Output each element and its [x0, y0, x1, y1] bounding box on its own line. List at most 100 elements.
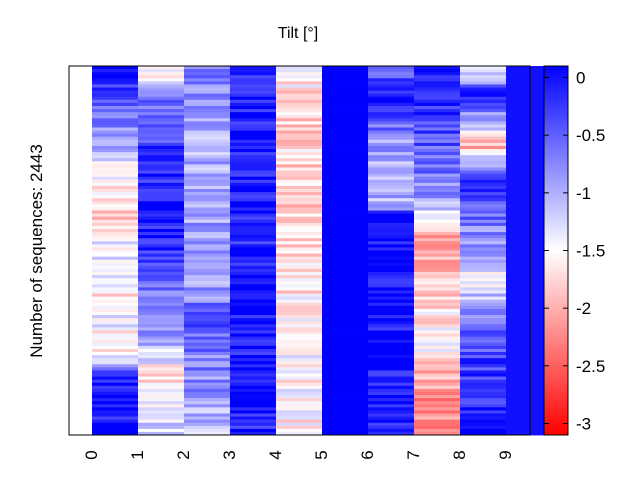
- heatmap-cell: [92, 416, 138, 421]
- heatmap-cell: [230, 358, 276, 362]
- heatmap-cell: [460, 407, 506, 411]
- heatmap-cell: [138, 228, 184, 233]
- heatmap-cell: [276, 244, 322, 248]
- heatmap-cell: [322, 219, 368, 224]
- heatmap-cell: [92, 210, 138, 215]
- heatmap-cell: [276, 391, 322, 396]
- heatmap-cell: [138, 210, 184, 215]
- heatmap-cell: [184, 379, 230, 384]
- heatmap-cell: [322, 247, 368, 251]
- heatmap-cell: [184, 312, 230, 316]
- heatmap-cell: [230, 351, 276, 356]
- heatmap-cell: [138, 69, 184, 73]
- heatmap-cell: [138, 373, 184, 377]
- heatmap-cell: [368, 216, 414, 221]
- heatmap-cell: [138, 115, 184, 119]
- heatmap-cell: [230, 109, 276, 113]
- heatmap-cell: [230, 247, 276, 251]
- heatmap-cell: [92, 275, 138, 279]
- heatmap-cell: [230, 345, 276, 350]
- heatmap-cell: [92, 348, 138, 353]
- heatmap-cell: [92, 391, 138, 396]
- heatmap-cell: [92, 87, 138, 92]
- heatmap-cell: [276, 327, 322, 331]
- heatmap-cell: [368, 192, 414, 196]
- heatmap-cell: [184, 213, 230, 218]
- heatmap-cell: [506, 232, 552, 236]
- heatmap-cell: [276, 259, 322, 264]
- heatmap-cell: [368, 265, 414, 270]
- heatmap-cell: [230, 379, 276, 384]
- heatmap-cell: [322, 425, 368, 430]
- heatmap-cell: [138, 281, 184, 285]
- heatmap-cell: [276, 84, 322, 88]
- heatmap-cell: [230, 130, 276, 135]
- heatmap-cell: [506, 305, 552, 310]
- heatmap-cell: [92, 388, 138, 393]
- heatmap-cell: [92, 253, 138, 258]
- heatmap-cell: [368, 93, 414, 98]
- heatmap-cell: [368, 176, 414, 181]
- heatmap-cell: [92, 385, 138, 390]
- heatmap-cell: [230, 419, 276, 424]
- heatmap-cell: [368, 425, 414, 430]
- heatmap-cell: [414, 161, 460, 165]
- heatmap-cell: [230, 376, 276, 381]
- heatmap-cell: [322, 139, 368, 144]
- heatmap-cell: [138, 287, 184, 291]
- heatmap-cell: [92, 250, 138, 254]
- heatmap-cell: [230, 105, 276, 110]
- heatmap-cell: [414, 216, 460, 221]
- heatmap-cell: [322, 84, 368, 88]
- heatmap-cell: [138, 216, 184, 221]
- heatmap-cell: [138, 179, 184, 184]
- heatmap-cell: [368, 213, 414, 218]
- heatmap-cell: [230, 272, 276, 276]
- y-axis-label: Number of sequences: 2443: [27, 144, 46, 358]
- heatmap-cell: [414, 99, 460, 104]
- colorbar-tick-label: -0.5: [576, 126, 605, 145]
- heatmap-cell: [506, 388, 552, 393]
- heatmap-cell: [506, 413, 552, 417]
- heatmap-cell: [276, 161, 322, 165]
- heatmap-cell: [276, 268, 322, 273]
- heatmap-cell: [230, 348, 276, 353]
- heatmap-cell: [230, 84, 276, 88]
- heatmap-cell: [230, 164, 276, 168]
- colorbar-tick-label: -1.5: [576, 242, 605, 261]
- heatmap-cell: [460, 145, 506, 150]
- heatmap-cell: [138, 96, 184, 101]
- heatmap-cell: [506, 398, 552, 402]
- heatmap-cell: [414, 232, 460, 236]
- heatmap-cell: [138, 321, 184, 325]
- heatmap-cell: [368, 275, 414, 279]
- heatmap-cell: [322, 336, 368, 341]
- heatmap-cell: [322, 232, 368, 236]
- heatmap-cell: [138, 225, 184, 230]
- heatmap-cell: [184, 127, 230, 131]
- heatmap-cell: [92, 232, 138, 236]
- heatmap-cell: [184, 293, 230, 298]
- heatmap-cell: [184, 419, 230, 424]
- heatmap-cell: [138, 416, 184, 421]
- heatmap-cell: [276, 388, 322, 393]
- heatmap-cell: [138, 204, 184, 208]
- heatmap-cell: [138, 364, 184, 368]
- heatmap-cell: [460, 348, 506, 353]
- heatmap-cell: [322, 238, 368, 242]
- heatmap-cell: [276, 127, 322, 131]
- heatmap-cell: [138, 268, 184, 273]
- heatmap-cell: [322, 259, 368, 264]
- heatmap-cell: [276, 81, 322, 85]
- heatmap-cell: [322, 296, 368, 301]
- heatmap-cell: [368, 290, 414, 294]
- heatmap-cell: [414, 204, 460, 208]
- heatmap-cell: [460, 272, 506, 276]
- heatmap-cell: [322, 308, 368, 313]
- heatmap-cell: [184, 207, 230, 211]
- heatmap-cell: [322, 410, 368, 414]
- heatmap-cell: [92, 161, 138, 165]
- heatmap-cell: [460, 210, 506, 215]
- heatmap-cell: [276, 96, 322, 101]
- heatmap-cell: [230, 241, 276, 245]
